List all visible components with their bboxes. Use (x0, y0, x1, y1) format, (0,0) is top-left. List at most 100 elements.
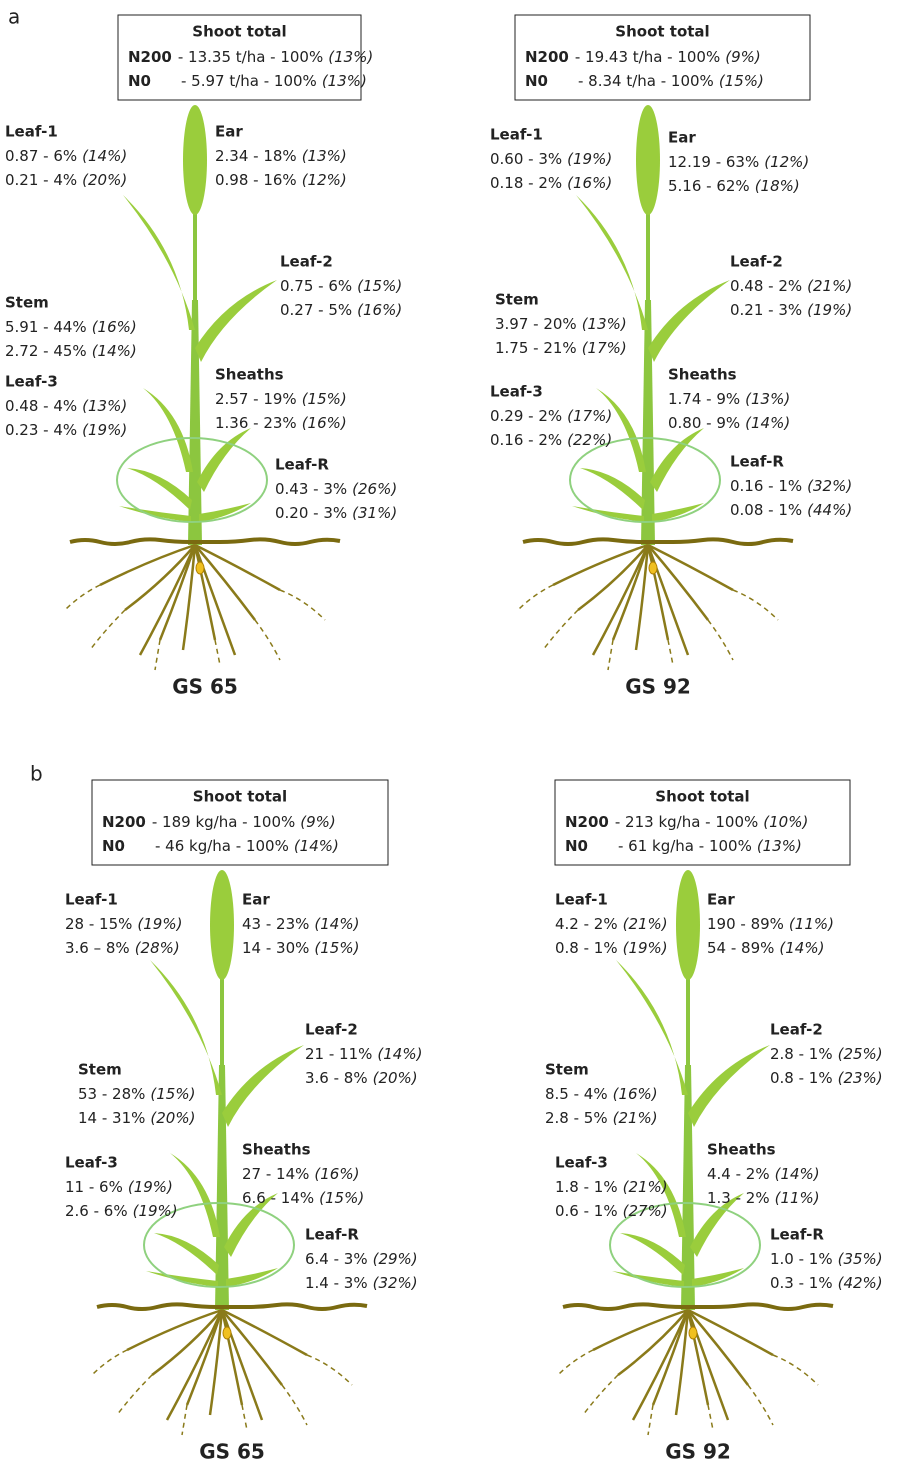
root (194, 544, 256, 621)
value: 14 - 31% (78, 1109, 145, 1127)
ear (210, 870, 234, 980)
root-dashed (281, 1384, 308, 1426)
ground (96, 1302, 368, 1311)
cv: (14%) (745, 414, 790, 432)
cv: (19%) (623, 939, 668, 957)
leaf (580, 468, 645, 510)
leaf-r-circle (609, 1202, 761, 1288)
part-value: 43 - 23% (14%) (242, 915, 359, 933)
value: 2.8 - 1% (770, 1045, 833, 1063)
total-value: - 5.97 t/ha - 100% (181, 72, 317, 90)
treatment: N200 (128, 48, 172, 66)
cv: (21%) (807, 277, 852, 295)
part-name: Ear (242, 891, 270, 909)
cv: (35%) (838, 1250, 883, 1268)
value: 0.8 - 1% (555, 939, 618, 957)
value: 21 - 11% (305, 1045, 372, 1063)
cv: (16%) (314, 1165, 359, 1183)
cv: (19%) (82, 421, 127, 439)
total-row: N200 - 213 kg/ha - 100% (10%) (565, 813, 808, 831)
value: 0.60 - 3% (490, 150, 562, 168)
growth-stage: GS 92 (625, 675, 691, 699)
part-value: 1.75 - 21% (17%) (495, 339, 627, 357)
root (674, 1309, 690, 1416)
part-name: Stem (495, 291, 539, 309)
part-value: 3.6 - 8% (20%) (305, 1069, 418, 1087)
part-value: 21 - 11% (14%) (305, 1045, 422, 1063)
cv: (32%) (373, 1274, 418, 1292)
root (221, 1309, 283, 1386)
value: 0.6 - 1% (555, 1202, 618, 1220)
value: 2.34 - 18% (215, 147, 297, 165)
part-name: Sheaths (242, 1141, 311, 1159)
part-value: 1.36 - 23% (16%) (215, 414, 347, 432)
cv: (9%) (300, 813, 336, 831)
root-dashed (707, 1404, 714, 1431)
plant-diagram: Shoot total N200 - 213 kg/ha - 100% (10%) N0… (545, 779, 883, 1464)
part-name: Leaf-3 (555, 1154, 608, 1172)
cv: (11%) (789, 915, 834, 933)
part-name: Sheaths (668, 366, 737, 384)
value: 0.48 - 4% (5, 397, 77, 415)
seed (222, 1326, 232, 1340)
cv: (10%) (763, 813, 808, 831)
total-value: - 189 kg/ha - 100% (152, 813, 295, 831)
value: 27 - 14% (242, 1165, 309, 1183)
value: 0.75 - 6% (280, 277, 352, 295)
cv: (20%) (82, 171, 127, 189)
total-row: N200 - 19.43 t/ha - 100% (9%) (525, 48, 761, 66)
value: 0.16 - 1% (730, 477, 802, 495)
part-value: 0.16 - 1% (32%) (730, 477, 852, 495)
cv: (19%) (128, 1178, 173, 1196)
root-dashed (116, 1374, 153, 1416)
value: 0.8 - 1% (770, 1069, 833, 1087)
root (577, 544, 649, 611)
part-value: 0.8 - 1% (19%) (555, 939, 668, 957)
root-dashed (89, 609, 126, 651)
cv: (16%) (613, 1085, 658, 1103)
part-value: 4.2 - 2% (21%) (555, 915, 668, 933)
part-name: Leaf-1 (5, 123, 58, 141)
leaf (143, 388, 193, 472)
value: 5.16 - 62% (668, 177, 750, 195)
part-value: 1.4 - 3% (32%) (305, 1274, 418, 1292)
value: 0.80 - 9% (668, 414, 740, 432)
part-name: Leaf-3 (490, 383, 543, 401)
root-dashed (154, 639, 161, 671)
root-dashed (181, 1404, 188, 1436)
root (181, 544, 197, 651)
cv: (15%) (719, 72, 764, 90)
cv: (14%) (775, 1165, 820, 1183)
treatment: N0 (102, 837, 125, 855)
cv: (14%) (294, 837, 339, 855)
part-name: Leaf-1 (490, 126, 543, 144)
leaf (612, 1271, 684, 1287)
part-value: 0.60 - 3% (19%) (490, 150, 612, 168)
part-value: 3.6 – 8% (28%) (65, 939, 180, 957)
seed (648, 561, 658, 575)
part-value: 2.72 - 45% (14%) (5, 342, 137, 360)
total-box (117, 14, 362, 101)
total-value: - 46 kg/ha - 100% (155, 837, 289, 855)
part-name: Leaf-R (275, 456, 329, 474)
root-dashed (241, 1404, 248, 1431)
cv: (21%) (623, 915, 668, 933)
part-value: 11 - 6% (19%) (65, 1178, 173, 1196)
value: 4.2 - 2% (555, 915, 618, 933)
part-value: 53 - 28% (15%) (78, 1085, 195, 1103)
value: 0.20 - 3% (275, 504, 347, 522)
root (221, 1308, 308, 1357)
stem (193, 210, 197, 310)
leaf (650, 428, 704, 492)
seed (688, 1326, 698, 1340)
cv: (14%) (92, 342, 137, 360)
cv: (16%) (357, 301, 402, 319)
part-name: Leaf-3 (65, 1154, 118, 1172)
ear (676, 870, 700, 980)
value: 6.6 - 14% (242, 1189, 314, 1207)
part-value: 0.23 - 4% (19%) (5, 421, 127, 439)
part-value: 2.57 - 19% (15%) (215, 390, 347, 408)
part-value: 0.16 - 2% (22%) (490, 431, 612, 449)
cv: (14%) (314, 915, 359, 933)
